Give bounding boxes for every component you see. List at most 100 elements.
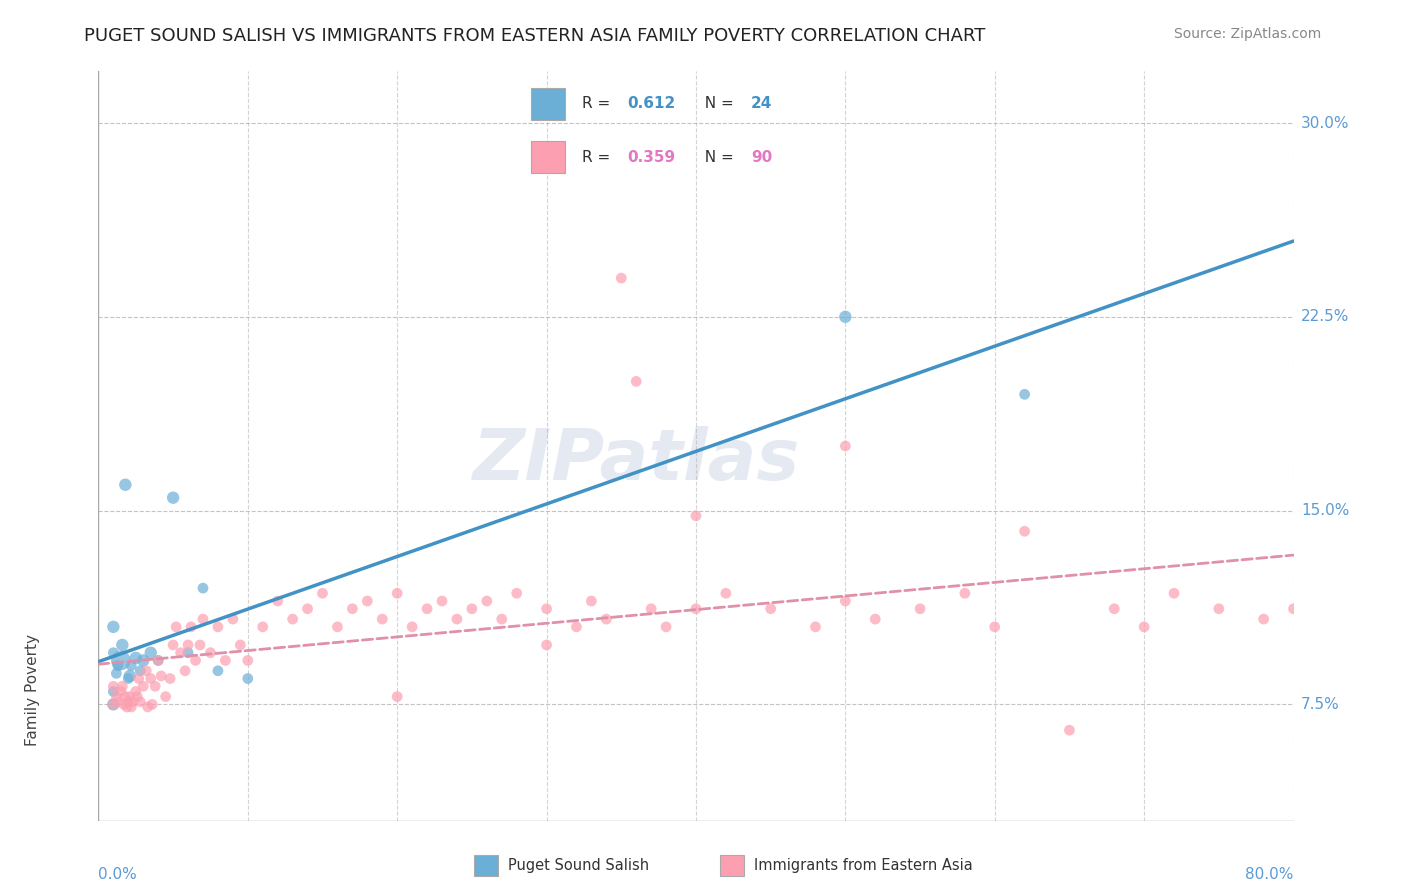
Point bbox=[117, 672, 139, 686]
Text: ZIPatlas: ZIPatlas bbox=[472, 426, 800, 495]
Point bbox=[162, 491, 184, 505]
Point bbox=[416, 601, 439, 615]
Point bbox=[342, 601, 364, 615]
Point bbox=[1014, 387, 1036, 401]
Point bbox=[148, 653, 170, 667]
Point bbox=[127, 690, 149, 704]
Point bbox=[908, 601, 931, 615]
Point bbox=[114, 477, 136, 491]
Point bbox=[1208, 601, 1230, 615]
Point bbox=[155, 690, 177, 704]
Point bbox=[128, 672, 150, 686]
Point bbox=[475, 594, 498, 608]
Point bbox=[281, 612, 304, 626]
Point bbox=[112, 698, 135, 712]
Point bbox=[356, 594, 378, 608]
Point bbox=[581, 594, 603, 608]
Point bbox=[536, 601, 558, 615]
Point bbox=[159, 672, 181, 686]
Point bbox=[121, 695, 143, 709]
Point bbox=[595, 612, 617, 626]
Point bbox=[107, 658, 129, 673]
Point bbox=[804, 620, 827, 634]
Point bbox=[1253, 612, 1275, 626]
Text: Immigrants from Eastern Asia: Immigrants from Eastern Asia bbox=[754, 858, 973, 872]
Point bbox=[714, 586, 737, 600]
Point bbox=[118, 669, 141, 683]
Point bbox=[536, 638, 558, 652]
Point bbox=[111, 679, 134, 693]
Point bbox=[141, 698, 163, 712]
Point bbox=[252, 620, 274, 634]
Point bbox=[174, 664, 197, 678]
Text: 24: 24 bbox=[751, 96, 772, 112]
Point bbox=[1059, 723, 1081, 738]
Point bbox=[150, 669, 173, 683]
Point bbox=[177, 638, 200, 652]
Point bbox=[326, 620, 349, 634]
Point bbox=[1282, 601, 1305, 615]
Point bbox=[200, 646, 222, 660]
FancyBboxPatch shape bbox=[474, 855, 499, 876]
Point bbox=[136, 700, 159, 714]
Text: Puget Sound Salish: Puget Sound Salish bbox=[509, 858, 650, 872]
Point bbox=[984, 620, 1007, 634]
Point bbox=[229, 638, 252, 652]
Point bbox=[103, 698, 125, 712]
Text: Source: ZipAtlas.com: Source: ZipAtlas.com bbox=[1174, 27, 1322, 41]
Point bbox=[115, 700, 138, 714]
Point bbox=[125, 684, 148, 698]
Point bbox=[236, 672, 259, 686]
Text: 0.359: 0.359 bbox=[627, 150, 675, 165]
Point bbox=[1163, 586, 1185, 600]
Point bbox=[143, 679, 166, 693]
Point bbox=[120, 700, 142, 714]
Point bbox=[180, 620, 202, 634]
Point bbox=[865, 612, 887, 626]
Point bbox=[655, 620, 678, 634]
Text: 0.612: 0.612 bbox=[627, 96, 675, 112]
Point bbox=[267, 594, 290, 608]
Point bbox=[162, 638, 184, 652]
Point bbox=[177, 646, 200, 660]
FancyBboxPatch shape bbox=[531, 141, 565, 173]
Point bbox=[139, 672, 162, 686]
FancyBboxPatch shape bbox=[720, 855, 745, 876]
Point bbox=[111, 638, 134, 652]
Point bbox=[125, 651, 148, 665]
Point bbox=[461, 601, 484, 615]
Point bbox=[120, 658, 142, 673]
Text: PUGET SOUND SALISH VS IMMIGRANTS FROM EASTERN ASIA FAMILY POVERTY CORRELATION CH: PUGET SOUND SALISH VS IMMIGRANTS FROM EA… bbox=[84, 27, 986, 45]
Text: N =: N = bbox=[695, 150, 738, 165]
Point bbox=[118, 690, 141, 704]
Point bbox=[385, 586, 409, 600]
Point bbox=[103, 698, 125, 712]
Point bbox=[207, 664, 229, 678]
Point bbox=[105, 690, 128, 704]
Text: R =: R = bbox=[582, 150, 616, 165]
Point bbox=[1014, 524, 1036, 539]
Text: 15.0%: 15.0% bbox=[1301, 503, 1350, 518]
Point bbox=[371, 612, 394, 626]
Text: 22.5%: 22.5% bbox=[1301, 310, 1350, 325]
Point bbox=[491, 612, 513, 626]
Text: 7.5%: 7.5% bbox=[1301, 697, 1340, 712]
Point bbox=[207, 620, 229, 634]
Text: 80.0%: 80.0% bbox=[1246, 867, 1294, 882]
Point bbox=[834, 594, 856, 608]
Text: Family Poverty: Family Poverty bbox=[25, 633, 41, 746]
Point bbox=[685, 508, 707, 523]
Point bbox=[610, 271, 633, 285]
Point bbox=[385, 690, 409, 704]
Point bbox=[1104, 601, 1126, 615]
Point bbox=[1312, 586, 1334, 600]
Point bbox=[214, 653, 236, 667]
Point bbox=[117, 695, 139, 709]
Text: 30.0%: 30.0% bbox=[1301, 116, 1350, 130]
Point bbox=[834, 439, 856, 453]
Point bbox=[1133, 620, 1156, 634]
Text: R =: R = bbox=[582, 96, 616, 112]
Point bbox=[953, 586, 976, 600]
Point bbox=[129, 695, 152, 709]
Point bbox=[132, 653, 155, 667]
